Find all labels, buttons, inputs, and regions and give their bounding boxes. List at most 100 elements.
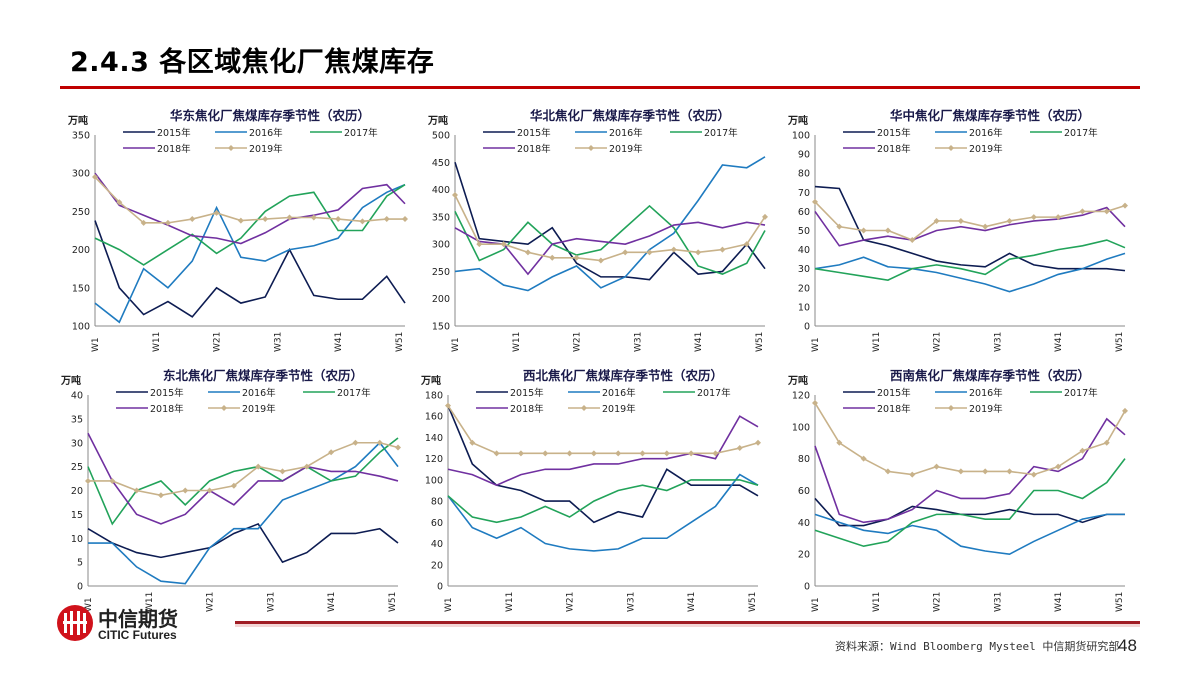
legend-label: 2018年 [517,143,551,155]
data-point-marker [328,449,335,456]
legend-label: 2017年 [697,387,731,399]
x-tick-label: W21 [933,332,943,352]
legend-label: 2019年 [969,403,1003,415]
y-tick-label: 120 [792,391,810,402]
chart-svg: 西南焦化厂焦煤库存季节性（农历） 万吨 0 20 40 60 80 100 120 W1 W11 W2… [787,368,1128,612]
x-tick-label: W21 [206,592,216,612]
series-line-2018年 [87,432,399,525]
data-point-marker [157,492,164,499]
data-point-marker [383,216,390,223]
chart-1: 华东焦化厂焦煤库存季节性（农历） 万吨 100 150 200 250 300 350 W1 W1… [60,108,420,358]
logo-text-en: CITIC Futures [98,628,177,642]
legend-label: 2015年 [157,127,191,139]
chart-title: 华东焦化厂焦煤库存季节性（农历） [170,108,370,123]
series-line-2017年 [814,239,1126,281]
source-note: 资料来源：Wind Bloomberg Mysteel 中信期货研究部 [835,640,1120,653]
y-tick-label: 10 [798,302,810,313]
series-line-2018年 [94,172,406,245]
y-tick-label: 500 [432,131,450,142]
data-point-marker [1055,214,1062,221]
data-point-marker [933,217,940,224]
data-point-marker [743,241,750,248]
data-point-marker [712,450,719,457]
series-line-2017年 [447,479,759,524]
data-point-marker [909,471,916,478]
data-point-marker [445,402,451,409]
x-tick-label: W41 [694,332,704,352]
x-tick-label: W51 [395,332,405,352]
y-tick-label: 20 [71,486,83,497]
x-tick-label: W51 [1115,592,1125,612]
legend-label: 2019年 [609,143,643,155]
citic-logo-icon [57,605,93,641]
data-point-marker [542,450,549,457]
legend-label: 2016年 [609,127,643,139]
y-tick-label: 60 [798,486,810,497]
x-tick-label: W21 [933,592,943,612]
y-tick-label: 400 [432,185,450,196]
legend-label: 2018年 [510,403,544,415]
data-point-marker [230,482,237,489]
data-point-marker [1055,463,1062,470]
x-tick-label: W21 [566,592,576,612]
y-tick-label: 160 [425,412,443,423]
y-tick-label: 20 [798,550,810,561]
series-line-2017年 [454,204,766,276]
x-tick-label: W41 [1054,332,1064,352]
x-tick-label: W31 [273,332,283,352]
x-tick-label: W51 [748,592,758,612]
y-tick-label: 15 [71,510,83,521]
y-tick-label: 250 [432,267,450,278]
data-point-marker [549,254,556,261]
chart-title: 西北焦化厂焦煤库存季节性（农历） [523,368,723,383]
y-tick-label: 250 [72,207,90,218]
y-tick-label: 100 [792,131,810,142]
y-tick-label: 0 [77,582,83,593]
legend-label: 2015年 [510,387,544,399]
y-tick-label: 40 [71,391,83,402]
y-tick-label: 180 [425,391,443,402]
data-point-marker [688,450,695,457]
series-line-2018年 [814,206,1126,247]
chart-title: 西南焦化厂焦煤库存季节性（农历） [890,368,1090,383]
data-point-marker [933,463,940,470]
series-line-2019年 [814,201,1126,241]
y-tick-label: 0 [804,582,810,593]
data-point-marker [719,246,726,253]
series-line-2015年 [814,185,1126,272]
x-tick-label: W31 [993,592,1003,612]
data-point-marker [812,399,818,406]
data-point-marker [376,439,383,446]
chart-svg: 东北焦化厂焦煤库存季节性（农历） 万吨 0 5 10 15 20 25 30 35 40 W1 W11 W… [60,368,401,612]
x-tick-label: W11 [152,332,162,352]
data-point-marker [500,241,507,248]
x-tick-label: W11 [505,592,515,612]
data-point-marker [573,254,580,261]
series-line-2016年 [88,441,399,585]
x-tick-label: W11 [872,332,882,352]
series-line-2018年 [814,417,1126,524]
series-line-2019年 [447,405,759,455]
data-point-marker [85,477,91,484]
series-line-2016年 [814,252,1126,293]
y-tick-label: 100 [792,422,810,433]
data-point-marker [140,219,147,226]
legend-label: 2015年 [877,387,911,399]
data-point-marker [395,444,401,451]
y-tick-label: 5 [77,558,83,569]
series-line-2019年 [814,402,1126,476]
data-point-marker [237,217,244,224]
x-tick-label: W11 [145,592,155,612]
legend-label: 2019年 [249,143,283,155]
y-tick-label: 0 [804,322,810,333]
y-tick-label: 30 [71,438,83,449]
unit-label: 万吨 [420,374,441,387]
page-number: 48 [1118,636,1137,655]
unit-label: 万吨 [67,114,88,127]
y-tick-label: 30 [798,264,810,275]
data-point-marker [762,213,768,220]
y-tick-label: 40 [798,245,810,256]
series-line-2017年 [94,183,406,266]
y-tick-label: 20 [431,560,443,571]
